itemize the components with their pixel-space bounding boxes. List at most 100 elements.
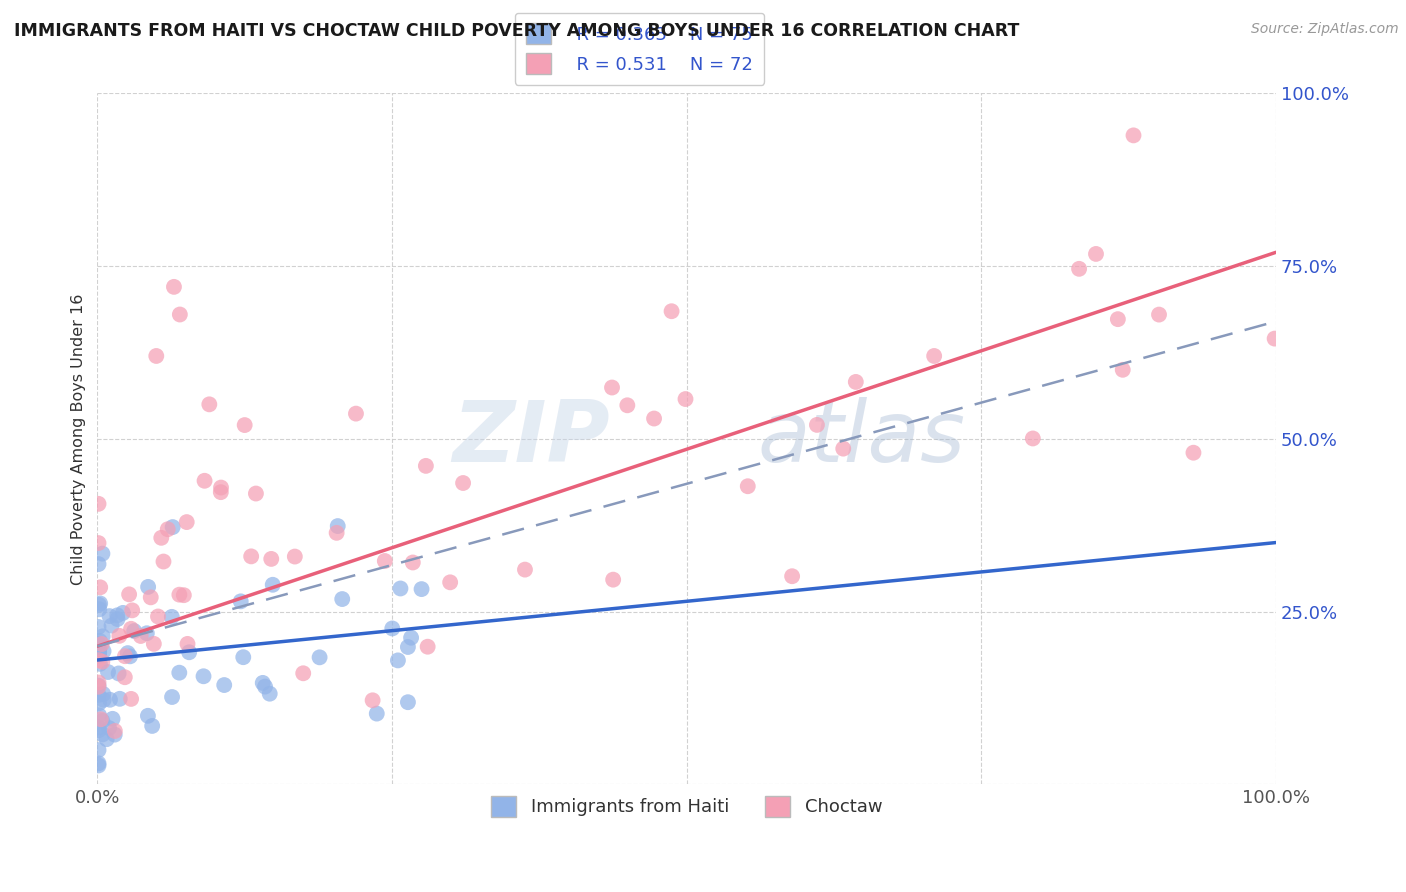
Point [91, 687, 114, 701]
Point [87, 648, 110, 663]
Point [135, 626, 157, 640]
Point [176, 515, 198, 529]
Point [169, 588, 191, 602]
Point [114, 649, 136, 664]
Point [87, 648, 110, 663]
Point [87, 648, 110, 662]
Point [93, 644, 115, 658]
Point [374, 554, 396, 568]
Point [91, 727, 114, 741]
Point [832, 442, 855, 456]
Point [118, 649, 141, 664]
Point [87, 696, 110, 710]
Point [100, 618, 122, 632]
Point [87, 557, 110, 571]
Point [93, 693, 115, 707]
Point [107, 666, 129, 681]
Point [160, 610, 183, 624]
Point [330, 592, 353, 607]
Point [122, 624, 145, 638]
Legend: Immigrants from Haiti, Choctaw: Immigrants from Haiti, Choctaw [484, 789, 890, 824]
Point [399, 631, 422, 645]
Point [136, 708, 159, 723]
Point [1112, 363, 1135, 377]
Point [146, 609, 169, 624]
Point [98, 609, 121, 624]
Point [1182, 446, 1205, 460]
Point [89, 657, 111, 671]
Point [87, 620, 110, 634]
Point [240, 549, 263, 564]
Point [193, 669, 215, 683]
Point [169, 665, 191, 680]
Point [845, 375, 868, 389]
Point [87, 756, 110, 771]
Point [325, 525, 347, 540]
Point [91, 547, 114, 561]
Point [114, 670, 136, 684]
Point [156, 522, 179, 536]
Point [387, 653, 409, 667]
Point [232, 650, 254, 665]
Point [87, 643, 110, 657]
Text: atlas: atlas [758, 398, 966, 481]
Point [163, 280, 186, 294]
Point [209, 481, 232, 495]
Point [87, 598, 110, 612]
Point [120, 692, 142, 706]
Point [1122, 128, 1144, 143]
Point [1067, 261, 1090, 276]
Point [389, 582, 412, 596]
Point [1147, 308, 1170, 322]
Point [1107, 312, 1129, 326]
Point [87, 645, 110, 659]
Point [89, 580, 111, 594]
Point [145, 349, 167, 363]
Point [245, 486, 267, 500]
Point [366, 706, 388, 721]
Text: IMMIGRANTS FROM HAITI VS CHOCTAW CHILD POVERTY AMONG BOYS UNDER 16 CORRELATION C: IMMIGRANTS FROM HAITI VS CHOCTAW CHILD P… [14, 22, 1019, 40]
Point [139, 591, 162, 605]
Point [98, 721, 121, 735]
Point [179, 645, 201, 659]
Point [439, 575, 461, 590]
Point [87, 758, 110, 772]
Point [87, 536, 110, 550]
Point [87, 679, 110, 693]
Point [117, 646, 139, 660]
Point [209, 485, 232, 500]
Point [415, 458, 437, 473]
Point [260, 552, 283, 566]
Point [643, 411, 665, 425]
Point [292, 666, 315, 681]
Point [136, 580, 159, 594]
Point [922, 349, 945, 363]
Point [259, 687, 281, 701]
Point [451, 475, 474, 490]
Point [87, 497, 110, 511]
Point [229, 594, 252, 608]
Point [104, 728, 127, 742]
Point [91, 629, 114, 643]
Point [89, 645, 111, 659]
Point [152, 555, 174, 569]
Point [91, 714, 114, 728]
Point [616, 398, 638, 412]
Point [416, 640, 439, 654]
Point [118, 587, 141, 601]
Point [396, 640, 419, 654]
Point [252, 676, 274, 690]
Point [96, 732, 118, 747]
Point [254, 680, 277, 694]
Point [737, 479, 759, 493]
Point [780, 569, 803, 583]
Point [87, 680, 110, 694]
Point [233, 418, 256, 433]
Point [344, 407, 367, 421]
Point [1264, 332, 1286, 346]
Point [101, 712, 124, 726]
Point [1085, 247, 1108, 261]
Point [87, 653, 110, 667]
Point [89, 634, 111, 648]
Point [87, 637, 110, 651]
